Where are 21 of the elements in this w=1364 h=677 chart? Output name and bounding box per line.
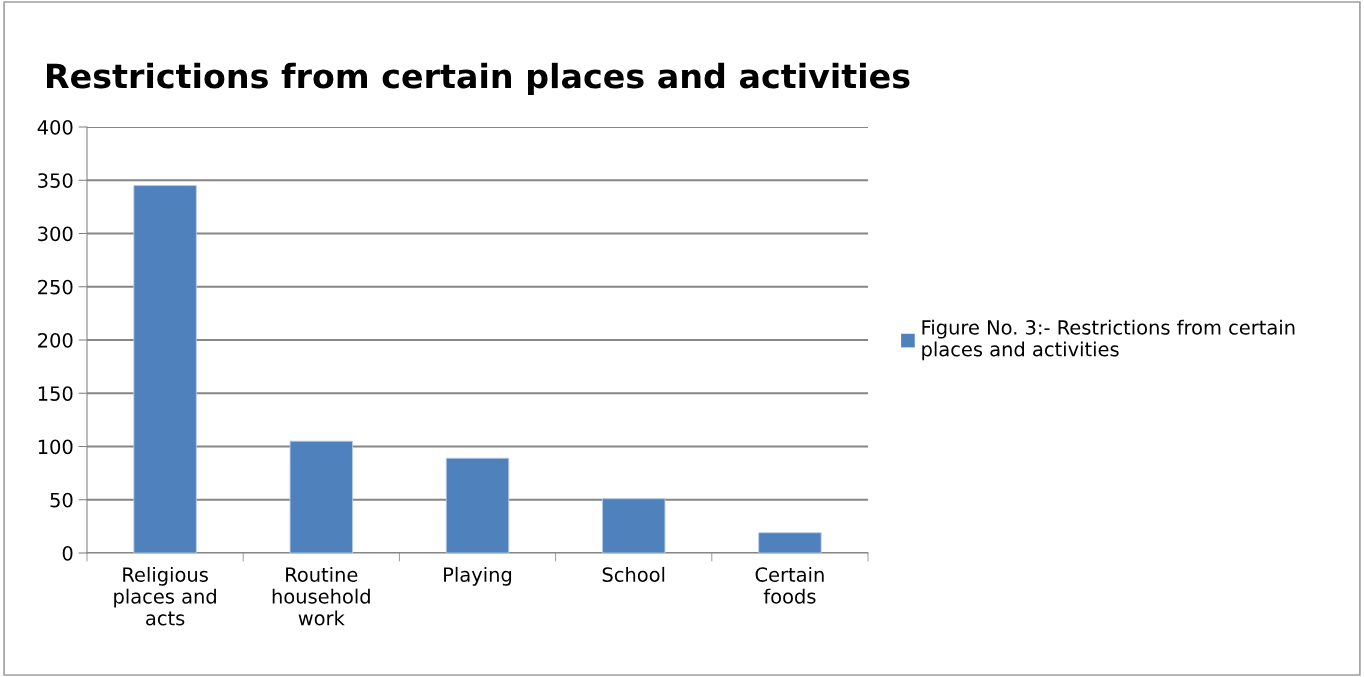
y-tick-label: 400 <box>37 119 73 135</box>
y-tick-label: 0 <box>62 545 73 561</box>
y-tick-label: 300 <box>38 226 73 242</box>
bar <box>602 498 666 553</box>
bar <box>445 457 510 553</box>
y-tick-label: 350 <box>38 173 73 188</box>
chart-title: Restrictions from certain places and activities <box>46 62 910 96</box>
legend-label: Figure No. 3:- Restrictions from certain places and activities <box>922 319 1295 361</box>
y-tick-label: 250 <box>38 279 73 295</box>
y-tick-label: 50 <box>50 492 73 508</box>
x-tick-label: Playing <box>444 566 512 586</box>
x-tick-label: Religious places and acts <box>114 566 216 626</box>
y-tick-label: 200 <box>38 332 73 348</box>
y-tick-label: 100 <box>38 439 73 455</box>
x-tick-label: School <box>602 566 665 582</box>
bar <box>289 440 353 553</box>
x-tick-label: Routine household work <box>272 566 370 626</box>
bar <box>133 185 197 553</box>
y-tick-label: 150 <box>38 386 73 401</box>
x-tick-label: Certain foods <box>755 566 824 604</box>
bar <box>758 532 822 553</box>
